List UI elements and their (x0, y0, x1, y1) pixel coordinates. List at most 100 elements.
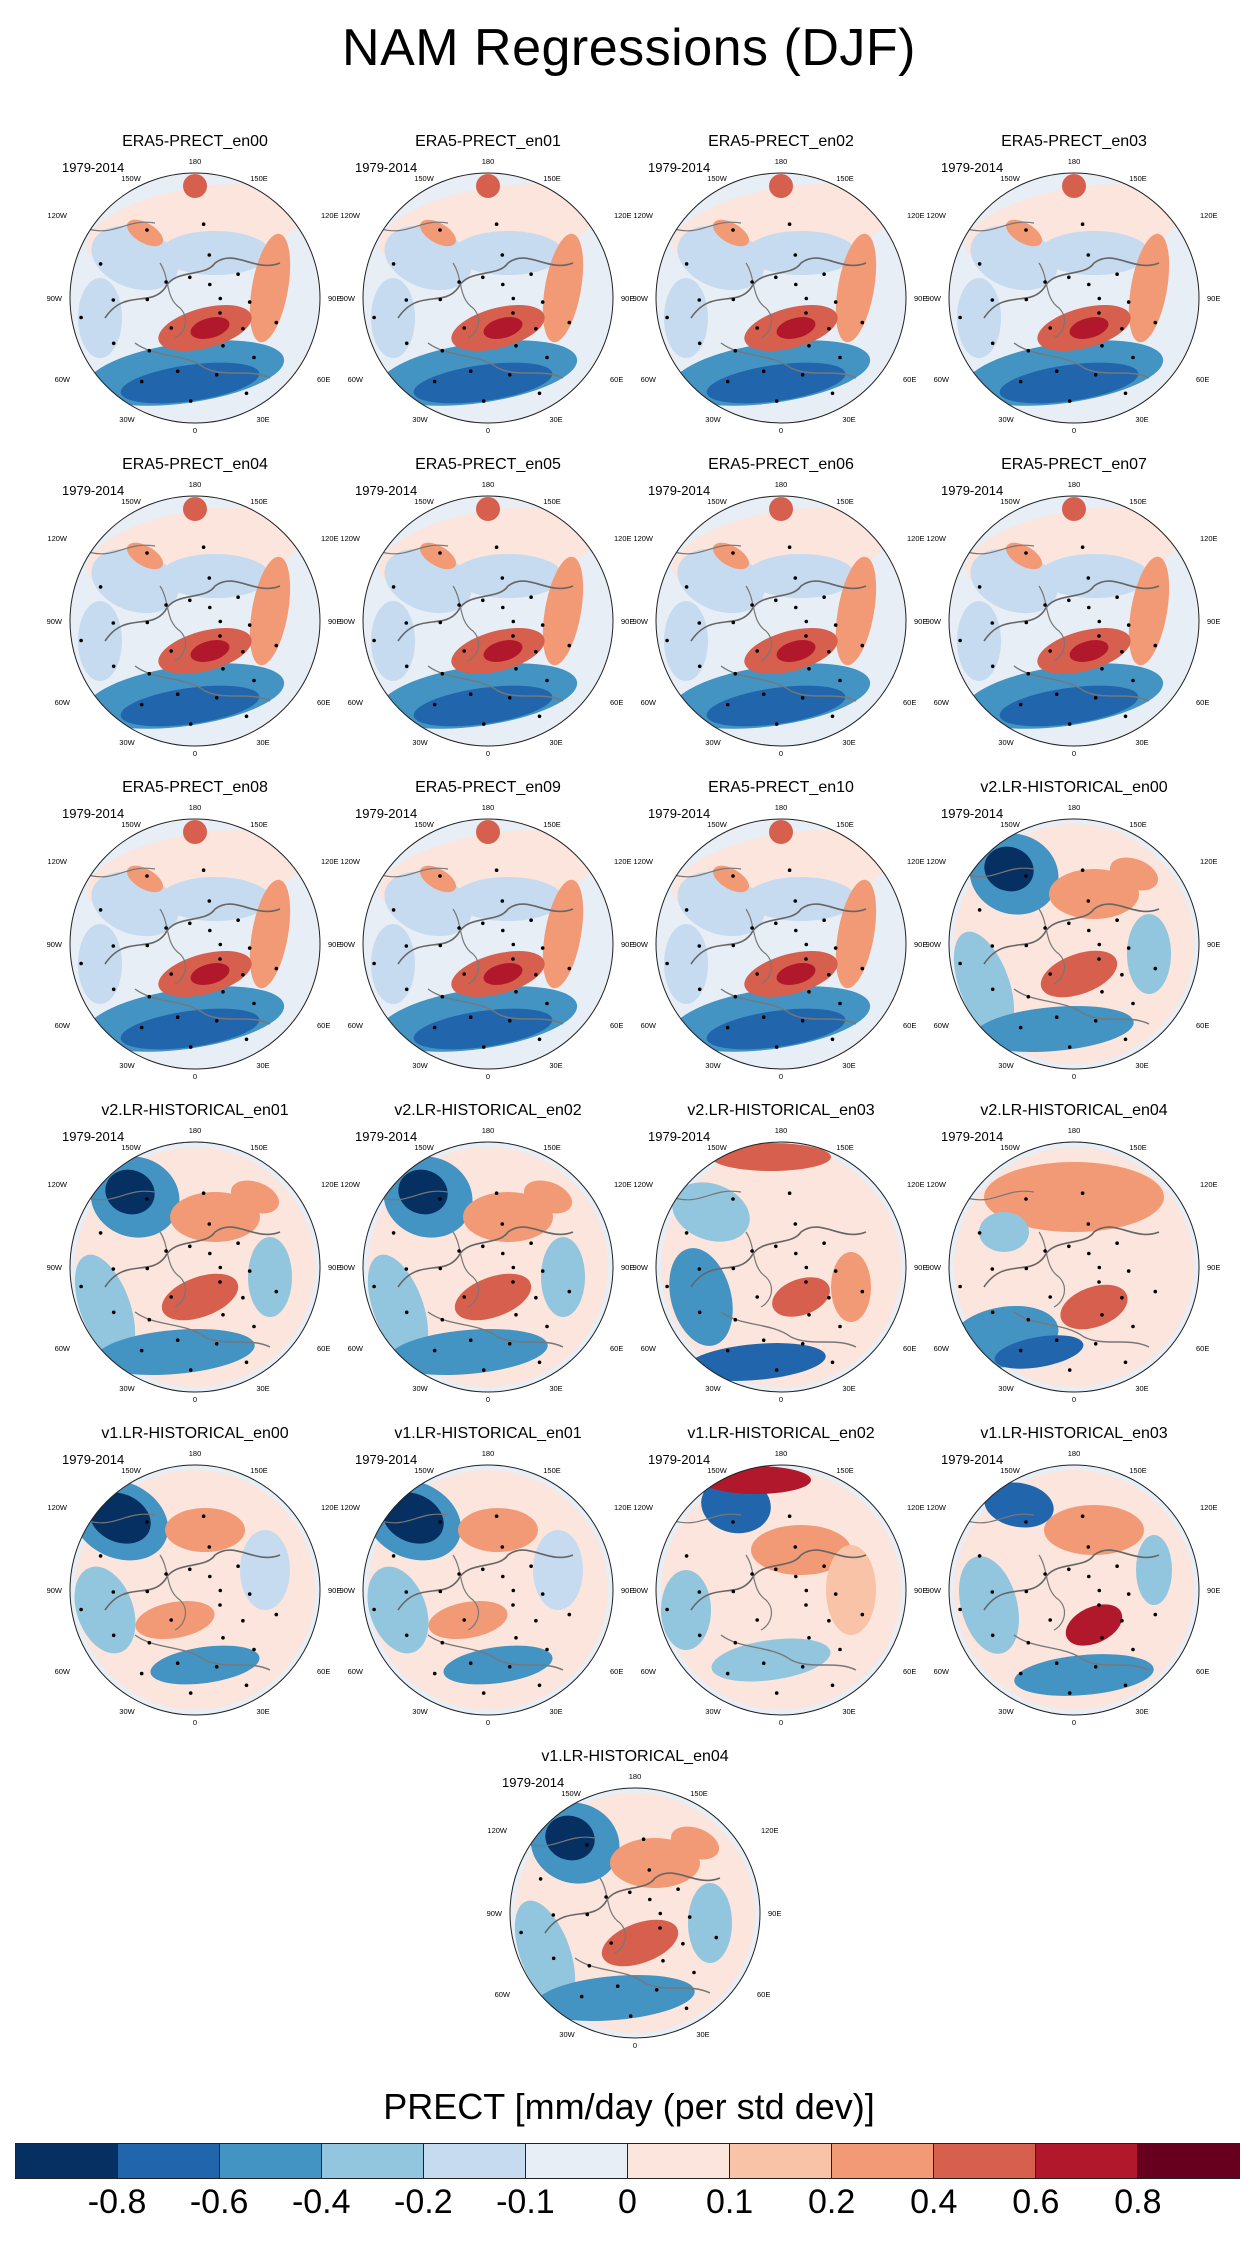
longitude-label: 90E (1207, 940, 1220, 949)
coastline (427, 1634, 564, 1671)
significance-dot (139, 1348, 144, 1353)
significance-dot (761, 1661, 766, 1665)
significance-dot (1067, 1567, 1071, 1572)
longitude-label: 150E (836, 497, 854, 506)
significance-dot (457, 603, 461, 607)
longitude-label: 60W (934, 1344, 950, 1353)
significance-dot (221, 1313, 225, 1317)
significance-dot (1018, 1025, 1023, 1030)
significance-dot (822, 1241, 826, 1245)
longitude-label: 120E (907, 211, 925, 220)
coastline (159, 1554, 187, 1631)
negative-precip-region (664, 601, 708, 681)
significance-dot (860, 643, 865, 648)
significance-dot (697, 1590, 702, 1594)
significance-dot (1093, 1342, 1098, 1346)
significance-dot (731, 1589, 736, 1594)
colorbar-swatch (220, 2144, 322, 2178)
longitude-label: 120E (321, 1503, 339, 1512)
longitude-label: 150W (121, 497, 142, 506)
longitude-label: 90E (914, 940, 927, 949)
significance-dot (794, 1251, 798, 1256)
significance-dot (545, 1324, 549, 1329)
max-positive-precip-region (483, 640, 523, 662)
significance-dot (833, 623, 838, 627)
positive-precip-region (712, 219, 750, 247)
longitude-label: 120W (340, 534, 361, 543)
significance-dot (511, 634, 515, 638)
longitude-label: 120W (47, 211, 68, 220)
strong-negative-precip-region (984, 846, 1034, 892)
longitude-label: 120E (1200, 211, 1218, 220)
longitude-label: 90W (340, 1263, 356, 1272)
panel-period: 1979-2014 (648, 160, 711, 175)
coastline (1038, 585, 1066, 662)
significance-dot (647, 1868, 652, 1872)
significance-dot (1123, 391, 1128, 396)
negative-precip-region (661, 1570, 711, 1650)
polar-map: 180 150W 150E 120W 120E 90W 90E 60W 60E 30W 30E 0 (633, 480, 928, 758)
longitude-label: 120E (1200, 857, 1218, 866)
significance-dot (807, 344, 811, 348)
panel-title: ERA5-PRECT_en04 (122, 456, 268, 473)
positive-precip-region (126, 542, 164, 570)
longitude-label: 150E (250, 1466, 268, 1475)
longitude-label: 150E (543, 497, 561, 506)
map-border (948, 495, 1200, 747)
polar-map: 180 150W 150E 120W 120E 90W 90E 60W 60E 30W 30E 0 (340, 1449, 635, 1727)
colorbar-swatch (628, 2144, 730, 2178)
significance-dot (755, 1618, 759, 1622)
longitude-label: 60W (348, 1667, 364, 1676)
significance-dot (1043, 926, 1047, 930)
significance-dot (481, 722, 486, 726)
significance-dot (540, 623, 545, 627)
significance-dot (1087, 928, 1091, 933)
significance-dot (511, 957, 515, 961)
positive-precip-region (1062, 174, 1086, 198)
significance-dot (145, 1197, 149, 1201)
significance-dot (804, 1603, 808, 1607)
coastline (377, 1190, 449, 1201)
coastline (690, 257, 867, 319)
positive-precip-region (1062, 497, 1086, 521)
positive-precip-region (1049, 869, 1139, 919)
significance-dot (500, 1222, 505, 1226)
significance-dot (990, 987, 995, 992)
negative-precip-region (688, 1883, 732, 1963)
significance-dot (201, 1191, 206, 1195)
positive-precip-region (135, 1600, 215, 1640)
longitude-label: 60W (55, 1667, 71, 1676)
significance-dot (1123, 714, 1128, 719)
longitude-label: 180 (1068, 480, 1081, 489)
negative-precip-region (672, 1182, 750, 1242)
coastline (720, 1311, 857, 1348)
significance-dot (609, 1941, 613, 1945)
map-panel: v2.LR-HISTORICAL_en00 1979-2014 180 150W 150… (926, 779, 1221, 1081)
map-border (509, 1787, 761, 2039)
longitude-label: 90E (914, 617, 927, 626)
longitude-label: 0 (1072, 426, 1076, 435)
longitude-label: 120E (614, 211, 632, 220)
significance-dot (201, 545, 206, 549)
significance-dot (481, 1045, 486, 1049)
longitude-label: 150E (690, 1789, 708, 1798)
longitude-label: 60E (610, 1021, 623, 1030)
longitude-label: 150W (1000, 1466, 1021, 1475)
significance-dot (247, 946, 252, 950)
longitude-label: 60E (610, 698, 623, 707)
coastline (963, 1513, 1035, 1524)
longitude-label: 150E (1129, 1143, 1147, 1152)
longitude-label: 150E (1129, 820, 1147, 829)
significance-dot (567, 320, 572, 325)
significance-dot (1153, 1289, 1158, 1294)
significance-dot (169, 1618, 173, 1622)
map-border (948, 1464, 1200, 1716)
significance-dot (755, 1295, 759, 1299)
significance-dot (111, 341, 116, 346)
significance-dot (274, 1289, 279, 1294)
negative-precip-region (367, 1254, 429, 1360)
significance-dot (514, 344, 518, 348)
coastline (690, 903, 867, 965)
panel-period: 1979-2014 (355, 1129, 418, 1144)
coastline (963, 221, 1035, 232)
